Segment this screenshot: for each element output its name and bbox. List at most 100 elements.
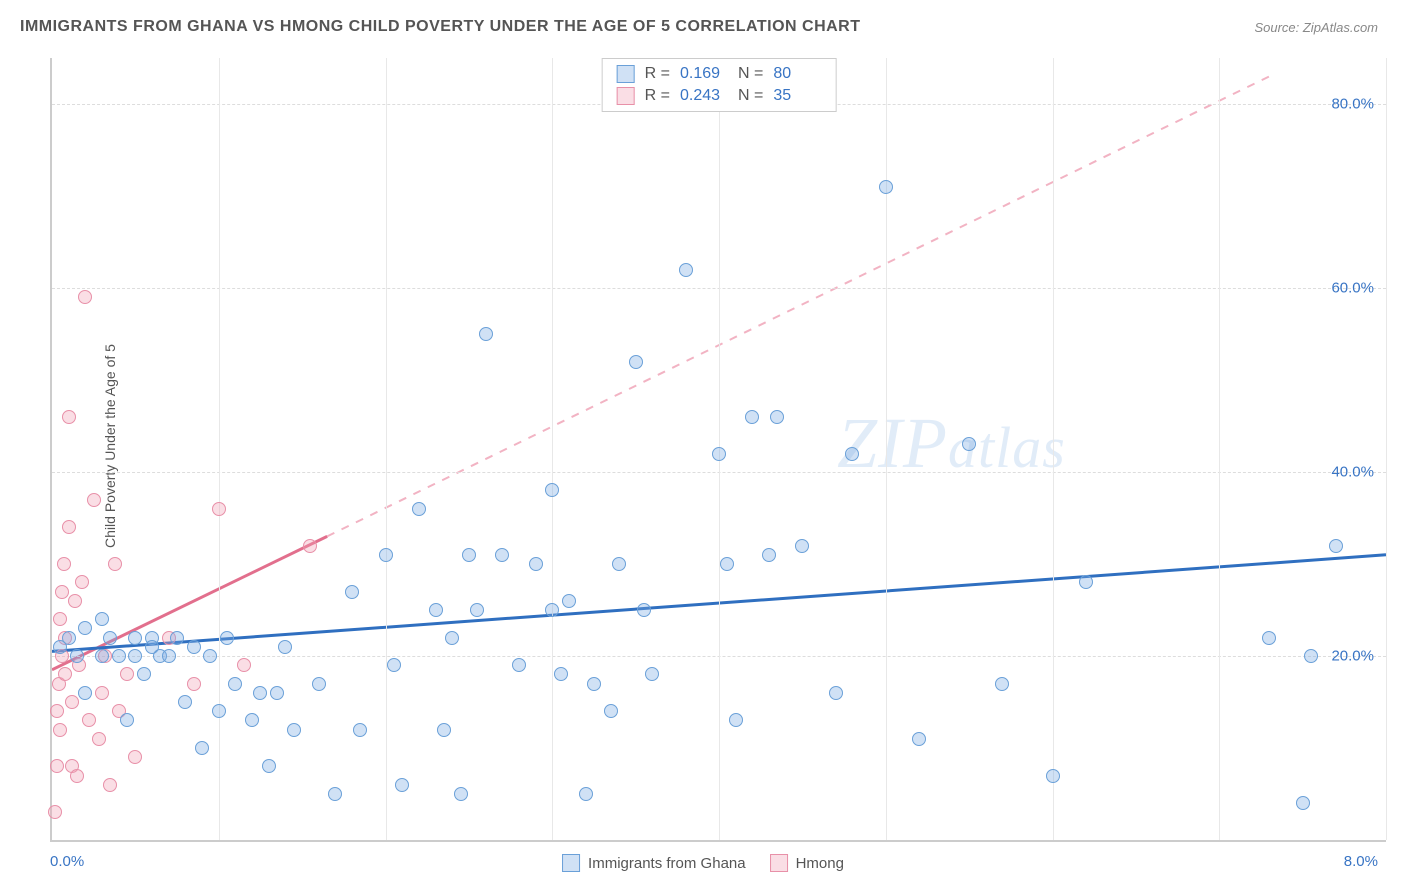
n-label: N = [738, 65, 763, 83]
data-point [270, 686, 284, 700]
data-point [78, 290, 92, 304]
swatch-blue-icon [562, 854, 580, 872]
data-point [879, 180, 893, 194]
gridline-v [552, 58, 553, 840]
source-label: Source: ZipAtlas.com [1254, 20, 1378, 35]
data-point [328, 787, 342, 801]
data-point [57, 557, 71, 571]
data-point [128, 631, 142, 645]
data-point [962, 437, 976, 451]
data-point [112, 649, 126, 663]
data-point [712, 447, 726, 461]
data-point [604, 704, 618, 718]
data-point [512, 658, 526, 672]
data-point [387, 658, 401, 672]
data-point [479, 327, 493, 341]
data-point [545, 483, 559, 497]
data-point [220, 631, 234, 645]
data-point [62, 520, 76, 534]
legend-label: Hmong [796, 855, 844, 872]
data-point [353, 723, 367, 737]
data-point [62, 631, 76, 645]
data-point [237, 658, 251, 672]
correlation-legend: R = 0.169 N = 80 R = 0.243 N = 35 [602, 58, 837, 112]
data-point [495, 548, 509, 562]
data-point [637, 603, 651, 617]
y-tick-label: 80.0% [1331, 96, 1374, 113]
data-point [170, 631, 184, 645]
data-point [912, 732, 926, 746]
data-point [445, 631, 459, 645]
data-point [729, 713, 743, 727]
data-point [187, 640, 201, 654]
data-point [845, 447, 859, 461]
x-tick-min: 0.0% [50, 853, 84, 870]
data-point [412, 502, 426, 516]
swatch-blue-icon [617, 65, 635, 83]
swatch-pink-icon [770, 854, 788, 872]
data-point [75, 575, 89, 589]
gridline-v [1386, 58, 1387, 840]
data-point [95, 649, 109, 663]
data-point [545, 603, 559, 617]
data-point [92, 732, 106, 746]
data-point [429, 603, 443, 617]
data-point [762, 548, 776, 562]
r-label: R = [645, 65, 670, 83]
data-point [103, 778, 117, 792]
data-point [55, 585, 69, 599]
data-point [262, 759, 276, 773]
legend-label: Immigrants from Ghana [588, 855, 746, 872]
data-point [128, 649, 142, 663]
y-tick-label: 40.0% [1331, 464, 1374, 481]
data-point [68, 594, 82, 608]
data-point [629, 355, 643, 369]
data-point [470, 603, 484, 617]
data-point [53, 723, 67, 737]
r-value-blue: 0.169 [680, 65, 728, 83]
data-point [128, 750, 142, 764]
x-tick-max: 8.0% [1344, 853, 1378, 870]
data-point [1296, 796, 1310, 810]
data-point [65, 695, 79, 709]
data-point [554, 667, 568, 681]
data-point [195, 741, 209, 755]
data-point [645, 667, 659, 681]
data-point [345, 585, 359, 599]
chart-title: IMMIGRANTS FROM GHANA VS HMONG CHILD POV… [20, 18, 861, 36]
data-point [587, 677, 601, 691]
data-point [50, 759, 64, 773]
n-value-pink: 35 [773, 87, 821, 105]
data-point [203, 649, 217, 663]
data-point [720, 557, 734, 571]
data-point [70, 649, 84, 663]
data-point [212, 704, 226, 718]
data-point [62, 410, 76, 424]
data-point [579, 787, 593, 801]
data-point [1304, 649, 1318, 663]
data-point [462, 548, 476, 562]
data-point [379, 548, 393, 562]
data-point [612, 557, 626, 571]
data-point [70, 769, 84, 783]
data-point [87, 493, 101, 507]
gridline-v [1053, 58, 1054, 840]
data-point [1329, 539, 1343, 553]
data-point [995, 677, 1009, 691]
data-point [95, 612, 109, 626]
gridline-v [386, 58, 387, 840]
series-legend: Immigrants from Ghana Hmong [562, 854, 844, 872]
data-point [253, 686, 267, 700]
data-point [1046, 769, 1060, 783]
data-point [395, 778, 409, 792]
y-tick-label: 20.0% [1331, 648, 1374, 665]
data-point [228, 677, 242, 691]
data-point [187, 677, 201, 691]
data-point [1079, 575, 1093, 589]
data-point [745, 410, 759, 424]
data-point [58, 667, 72, 681]
data-point [795, 539, 809, 553]
gridline-v [219, 58, 220, 840]
data-point [78, 686, 92, 700]
data-point [120, 667, 134, 681]
